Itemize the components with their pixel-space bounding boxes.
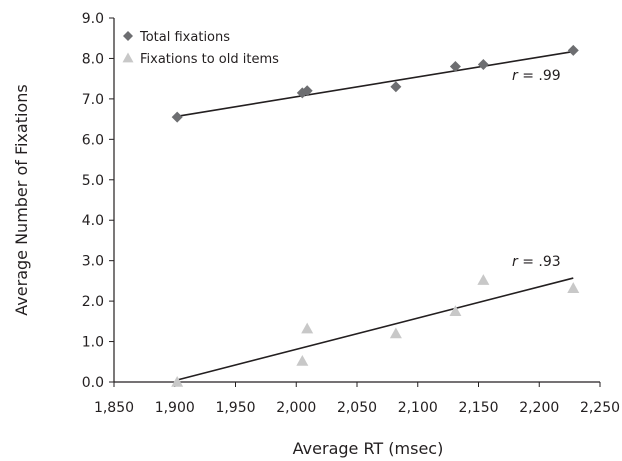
legend-label: Total fixations [139,30,230,45]
data-points [171,44,580,387]
x-tick-label: 1,850 [94,400,134,416]
y-tick-label: 8.0 [82,51,104,67]
correlation-labels: r = .99 r = .93 [512,68,561,270]
trendline-old-items [176,277,574,381]
y-tick-label: 6.0 [82,132,104,148]
trendlines [176,50,574,381]
old-items-point [567,282,580,293]
y-tick-label: 7.0 [82,92,104,108]
y-axis-title: Average Number of Fixations [12,84,31,315]
total-fixations-point [301,85,313,97]
old-items-point [296,354,309,366]
x-tick-label: 1,950 [215,400,255,416]
correlation-label: r = .93 [512,254,561,270]
x-tick-label: 1,900 [155,400,195,416]
y-tick-label: 9.0 [82,11,104,27]
y-tick-label: 3.0 [82,254,104,270]
y-tick-label: 5.0 [82,173,104,189]
x-tick-label: 2,150 [458,400,498,416]
old-items-point [449,305,462,317]
trendline-total-fixations [177,50,574,118]
y-tick-label: 1.0 [82,335,104,351]
legend-label: Fixations to old items [140,52,279,67]
old-items-point [171,376,184,387]
total-fixations-point [477,59,489,71]
y-tick-label: 2.0 [82,294,104,310]
legend: Total fixations Fixations to old items [122,30,279,67]
old-items-point [389,327,402,339]
x-tick-label: 2,050 [337,400,377,416]
tick-labels: 0.0 1.0 2.0 3.0 4.0 5.0 6.0 7.0 8.0 9.0 1,850 1,900… [82,11,620,416]
total-fixations-point [567,44,579,56]
x-tick-label: 2,000 [276,400,316,416]
x-tick-label: 2,250 [580,400,620,416]
y-tick-label: 0.0 [82,375,104,391]
x-tick-label: 2,100 [398,400,438,416]
total-fixations-point [390,81,402,93]
total-fixations-point [171,111,183,123]
legend-marker [123,31,133,41]
x-axis-title: Average RT (msec) [293,439,444,458]
correlation-label: r = .99 [512,68,561,84]
old-items-point [301,322,314,334]
x-tick-label: 2,200 [519,400,559,416]
legend-marker [122,52,134,63]
old-items-point [477,274,490,285]
y-tick-label: 4.0 [82,213,104,229]
total-fixations-point [449,61,461,73]
